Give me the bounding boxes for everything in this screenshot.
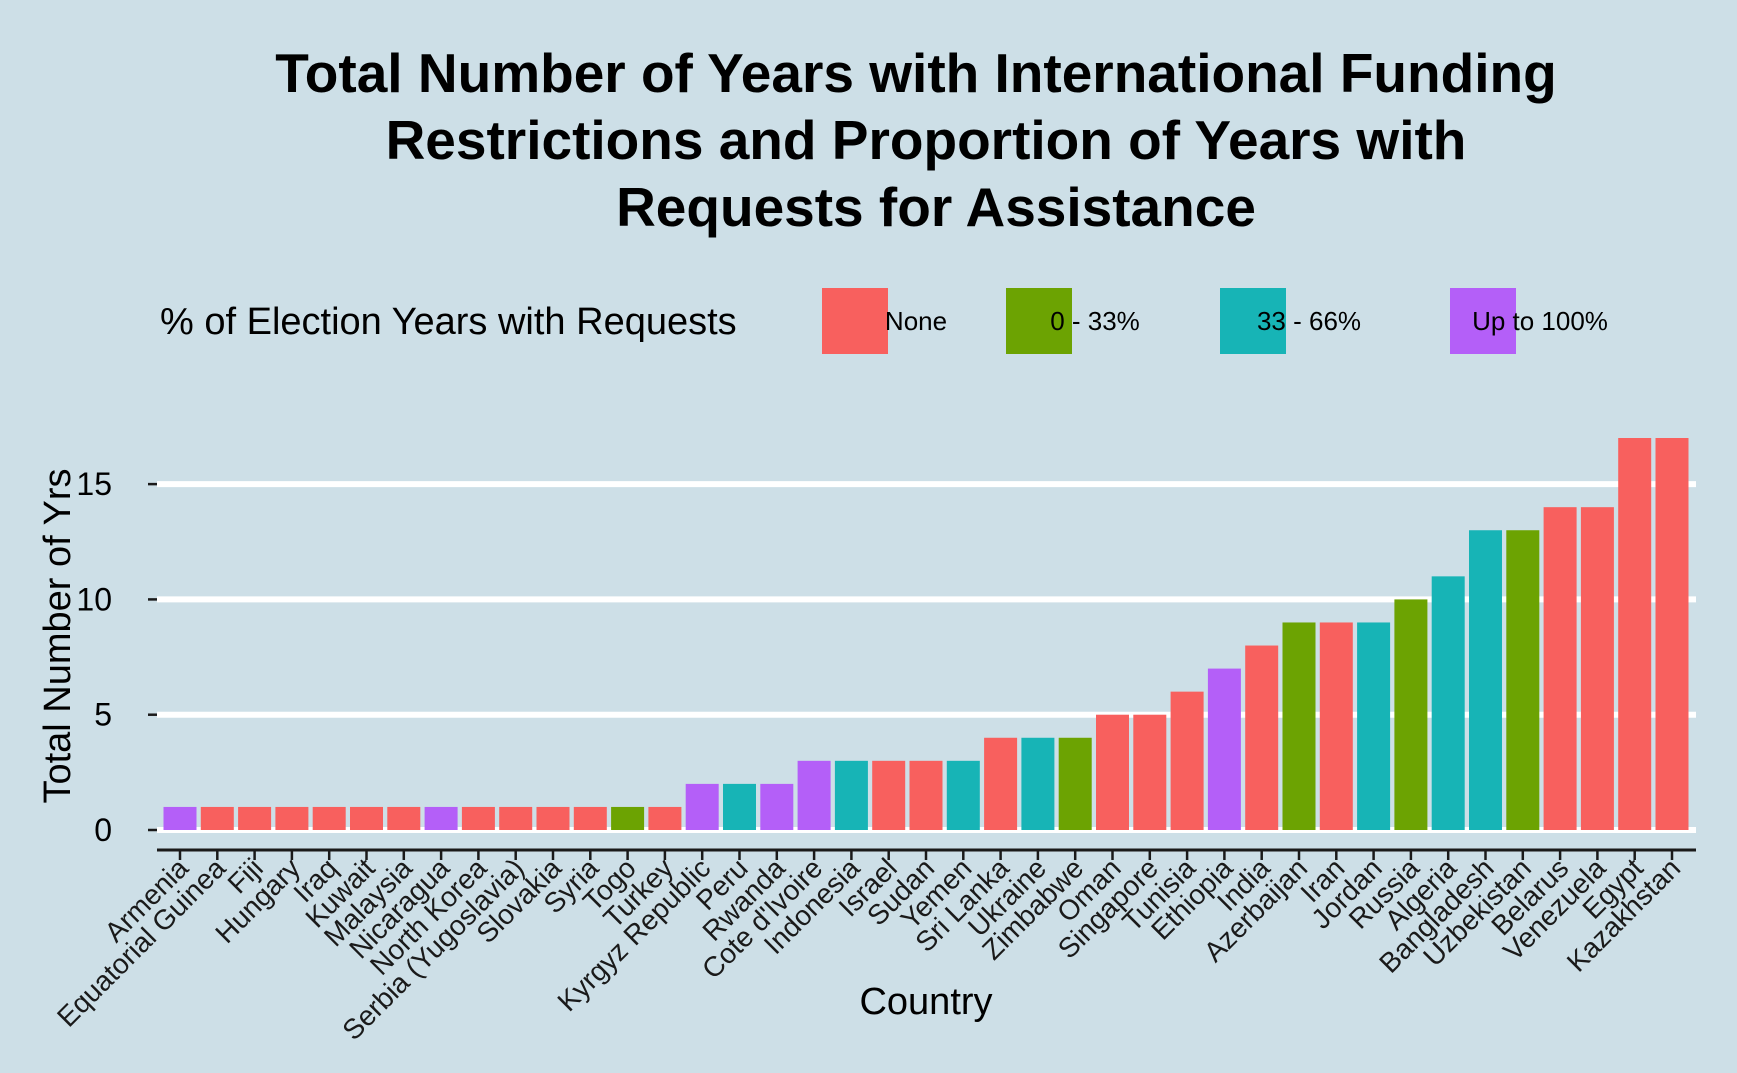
legend-key-0-33 — [1006, 288, 1072, 354]
bar-ethiopia — [1207, 668, 1241, 830]
chart-title-line-1: Total Number of Years with International… — [275, 42, 1556, 104]
bar-malaysia — [387, 806, 421, 830]
chart-title-line-3: Requests for Assistance — [616, 176, 1256, 238]
bar-venezuela — [1580, 507, 1614, 830]
bar-turkey — [648, 806, 682, 830]
legend-key-33-66 — [1220, 288, 1286, 354]
bar-equatorial-guinea — [200, 806, 234, 830]
bars — [163, 438, 1689, 830]
bar-india — [1245, 645, 1279, 830]
bar-bangladesh — [1469, 530, 1502, 830]
bar-syria — [573, 806, 607, 830]
bar-egypt — [1618, 438, 1652, 830]
bar-peru — [723, 783, 756, 830]
chart-title: Total Number of Years with International… — [275, 42, 1556, 238]
bar-tunisia — [1170, 691, 1204, 830]
legend: % of Election Years with Requests None 0 … — [160, 288, 1608, 354]
x-tick-label-equatorial-guinea: Equatorial Guinea — [51, 852, 232, 1033]
bar-belarus — [1543, 507, 1577, 830]
y-tick-label-0: 0 — [94, 812, 112, 848]
legend-label-none: None — [885, 306, 947, 336]
bar-rwanda — [760, 783, 794, 830]
y-tick-label-5: 5 — [94, 697, 112, 733]
bar-hungary — [275, 806, 309, 830]
bar-kazakhstan — [1655, 438, 1689, 830]
bar-nicaragua — [424, 806, 458, 830]
bar-singapore — [1133, 714, 1167, 830]
bar-kuwait — [350, 806, 383, 830]
legend-label-up-to-100: Up to 100% — [1472, 306, 1608, 336]
x-axis-title: Country — [859, 981, 992, 1023]
bar-oman — [1096, 714, 1129, 830]
bar-kyrgyz-republic — [685, 783, 719, 830]
legend-title: % of Election Years with Requests — [160, 301, 737, 343]
bar-slovakia — [536, 806, 570, 830]
legend-label-33-66: 33 - 66% — [1257, 306, 1361, 336]
bar-uzbekistan — [1506, 530, 1540, 830]
bar-ukraine — [1021, 737, 1055, 830]
bar-fiji — [238, 806, 272, 830]
y-tick-label-15: 15 — [76, 466, 112, 502]
bar-cote-d-ivoire — [797, 760, 831, 830]
bar-israel — [872, 760, 906, 830]
bar-algeria — [1431, 576, 1465, 830]
y-axis-title: Total Number of Yrs — [37, 468, 79, 803]
y-tick-label-10: 10 — [76, 581, 112, 617]
bar-azerbaijan — [1282, 622, 1316, 830]
bar-zimbabwe — [1058, 737, 1092, 830]
bar-russia — [1394, 599, 1428, 830]
bar-togo — [611, 806, 645, 830]
bar-north-korea — [461, 806, 495, 830]
legend-key-none — [822, 288, 888, 354]
bar-iran — [1319, 622, 1353, 830]
y-axis: 0 5 10 15 — [76, 466, 157, 848]
bar-sri-lanka — [984, 737, 1018, 830]
bar-armenia — [163, 806, 197, 830]
legend-label-0-33: 0 - 33% — [1050, 306, 1140, 336]
bar-indonesia — [834, 760, 868, 830]
bar-jordan — [1357, 622, 1391, 830]
chart-title-line-2: Restrictions and Proportion of Years wit… — [386, 109, 1467, 171]
bar-sudan — [909, 760, 943, 830]
bar-serbia-yugoslavia — [499, 806, 533, 830]
bar-iraq — [312, 806, 346, 830]
legend-key-up-to-100 — [1450, 288, 1516, 354]
bar-yemen — [946, 760, 980, 830]
